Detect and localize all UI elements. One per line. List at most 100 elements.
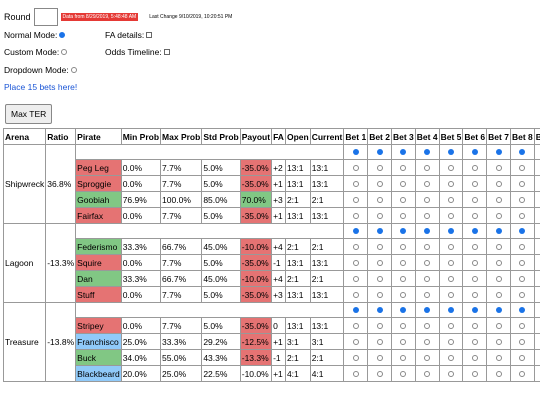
bet-7-none-radio-cell[interactable] bbox=[486, 144, 511, 160]
custom-mode-radio[interactable] bbox=[61, 49, 68, 55]
bet-8-radio-cell[interactable] bbox=[509, 317, 535, 334]
bet-9-radio-cell[interactable] bbox=[533, 159, 540, 176]
bet-8-radio-cell[interactable] bbox=[509, 207, 535, 224]
radio-empty-icon[interactable] bbox=[519, 322, 526, 329]
radio-selected-icon[interactable] bbox=[424, 228, 431, 234]
bet-9-radio-cell[interactable] bbox=[533, 238, 540, 255]
radio-empty-icon[interactable] bbox=[424, 370, 431, 377]
radio-empty-icon[interactable] bbox=[519, 212, 526, 219]
bet-8-radio-cell[interactable] bbox=[509, 175, 535, 192]
bet-2-none-radio-cell[interactable] bbox=[367, 144, 392, 160]
radio-empty-icon[interactable] bbox=[424, 180, 431, 187]
bet-3-radio-cell[interactable] bbox=[390, 270, 416, 287]
radio-empty-icon[interactable] bbox=[352, 370, 359, 377]
bet-4-radio-cell[interactable] bbox=[414, 365, 440, 382]
bet-5-radio-cell[interactable] bbox=[438, 175, 464, 192]
radio-empty-icon[interactable] bbox=[495, 212, 502, 219]
bet-6-radio-cell[interactable] bbox=[462, 191, 488, 208]
bet-8-radio-cell[interactable] bbox=[509, 349, 535, 366]
bet-2-radio-cell[interactable] bbox=[367, 333, 392, 350]
bet-8-none-radio-cell[interactable] bbox=[509, 144, 535, 160]
max-ter-button[interactable]: Max TER bbox=[5, 104, 53, 124]
bet-1-radio-cell[interactable] bbox=[343, 270, 369, 287]
bet-4-radio-cell[interactable] bbox=[414, 238, 440, 255]
bet-7-none-radio-cell[interactable] bbox=[486, 302, 511, 318]
radio-empty-icon[interactable] bbox=[447, 354, 454, 361]
bet-5-radio-cell[interactable] bbox=[438, 191, 464, 208]
radio-selected-icon[interactable] bbox=[424, 307, 431, 313]
bet-6-none-radio-cell[interactable] bbox=[462, 223, 488, 239]
radio-selected-icon[interactable] bbox=[495, 149, 502, 155]
bet-6-radio-cell[interactable] bbox=[462, 175, 488, 192]
radio-empty-icon[interactable] bbox=[376, 275, 383, 282]
bet-9-radio-cell[interactable] bbox=[533, 254, 540, 271]
bet-9-radio-cell[interactable] bbox=[533, 270, 540, 287]
radio-selected-icon[interactable] bbox=[519, 307, 526, 313]
bet-6-radio-cell[interactable] bbox=[462, 238, 488, 255]
bet-4-radio-cell[interactable] bbox=[414, 191, 440, 208]
dropdown-mode-option[interactable]: Dropdown Mode: bbox=[4, 65, 77, 75]
bet-2-radio-cell[interactable] bbox=[367, 270, 392, 287]
bet-6-radio-cell[interactable] bbox=[462, 254, 488, 271]
radio-empty-icon[interactable] bbox=[447, 370, 454, 377]
radio-empty-icon[interactable] bbox=[495, 370, 502, 377]
radio-selected-icon[interactable] bbox=[352, 228, 359, 234]
radio-empty-icon[interactable] bbox=[400, 291, 407, 298]
radio-empty-icon[interactable] bbox=[376, 180, 383, 187]
radio-empty-icon[interactable] bbox=[352, 196, 359, 203]
bet-7-radio-cell[interactable] bbox=[486, 286, 511, 303]
radio-empty-icon[interactable] bbox=[471, 196, 478, 203]
radio-selected-icon[interactable] bbox=[400, 228, 407, 234]
bet-1-radio-cell[interactable] bbox=[343, 207, 369, 224]
radio-empty-icon[interactable] bbox=[352, 243, 359, 250]
radio-empty-icon[interactable] bbox=[424, 164, 431, 171]
radio-selected-icon[interactable] bbox=[376, 307, 383, 313]
radio-empty-icon[interactable] bbox=[495, 275, 502, 282]
bet-2-none-radio-cell[interactable] bbox=[367, 223, 392, 239]
normal-mode-option[interactable]: Normal Mode: bbox=[4, 30, 66, 40]
radio-empty-icon[interactable] bbox=[447, 164, 454, 171]
radio-empty-icon[interactable] bbox=[447, 322, 454, 329]
bet-8-none-radio-cell[interactable] bbox=[509, 223, 535, 239]
radio-empty-icon[interactable] bbox=[424, 212, 431, 219]
radio-empty-icon[interactable] bbox=[400, 322, 407, 329]
custom-mode-option[interactable]: Custom Mode: bbox=[4, 47, 68, 57]
bet-9-radio-cell[interactable] bbox=[533, 286, 540, 303]
radio-empty-icon[interactable] bbox=[519, 259, 526, 266]
bet-9-radio-cell[interactable] bbox=[533, 175, 540, 192]
bet-5-radio-cell[interactable] bbox=[438, 270, 464, 287]
radio-empty-icon[interactable] bbox=[519, 275, 526, 282]
bet-9-radio-cell[interactable] bbox=[533, 365, 540, 382]
bet-2-radio-cell[interactable] bbox=[367, 254, 392, 271]
bet-6-radio-cell[interactable] bbox=[462, 159, 488, 176]
bet-3-radio-cell[interactable] bbox=[390, 159, 416, 176]
radio-selected-icon[interactable] bbox=[400, 307, 407, 313]
radio-selected-icon[interactable] bbox=[400, 149, 407, 155]
bet-5-radio-cell[interactable] bbox=[438, 207, 464, 224]
radio-empty-icon[interactable] bbox=[376, 291, 383, 298]
radio-empty-icon[interactable] bbox=[519, 338, 526, 345]
bet-3-radio-cell[interactable] bbox=[390, 191, 416, 208]
bet-7-none-radio-cell[interactable] bbox=[486, 223, 511, 239]
radio-empty-icon[interactable] bbox=[495, 354, 502, 361]
bet-3-radio-cell[interactable] bbox=[390, 238, 416, 255]
bet-6-radio-cell[interactable] bbox=[462, 317, 488, 334]
bet-3-radio-cell[interactable] bbox=[390, 207, 416, 224]
radio-empty-icon[interactable] bbox=[471, 243, 478, 250]
bet-7-radio-cell[interactable] bbox=[486, 365, 511, 382]
bet-1-none-radio-cell[interactable] bbox=[343, 302, 369, 318]
radio-empty-icon[interactable] bbox=[352, 354, 359, 361]
bet-7-radio-cell[interactable] bbox=[486, 207, 511, 224]
radio-empty-icon[interactable] bbox=[495, 180, 502, 187]
radio-empty-icon[interactable] bbox=[447, 291, 454, 298]
bet-7-radio-cell[interactable] bbox=[486, 254, 511, 271]
bet-7-radio-cell[interactable] bbox=[486, 333, 511, 350]
bet-2-radio-cell[interactable] bbox=[367, 349, 392, 366]
bet-9-radio-cell[interactable] bbox=[533, 191, 540, 208]
radio-empty-icon[interactable] bbox=[352, 275, 359, 282]
bet-6-radio-cell[interactable] bbox=[462, 349, 488, 366]
bet-3-radio-cell[interactable] bbox=[390, 349, 416, 366]
bet-1-radio-cell[interactable] bbox=[343, 191, 369, 208]
bet-1-none-radio-cell[interactable] bbox=[343, 223, 369, 239]
radio-empty-icon[interactable] bbox=[352, 164, 359, 171]
